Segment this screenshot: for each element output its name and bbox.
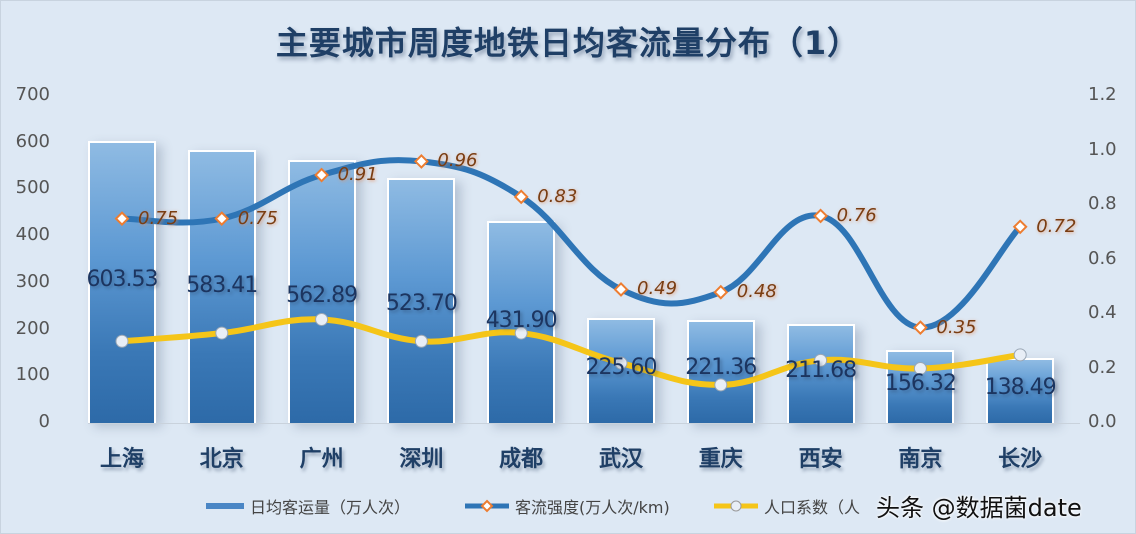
intensity-value-label: 0.96 (437, 150, 478, 172)
intensity-marker[interactable] (813, 208, 829, 224)
intensity-marker[interactable] (314, 167, 330, 183)
left-axis-tick: 0 (38, 411, 50, 432)
x-axis-label: 重庆 (698, 447, 743, 472)
population-marker[interactable] (215, 326, 229, 340)
right-axis-tick: 0.0 (1088, 411, 1117, 432)
bar-value-label: 603.53 (86, 267, 159, 292)
legend: 日均客运量（万人次） 客流强度(万人次/km) 人口系数（人 (0, 490, 1136, 520)
population-marker[interactable] (614, 356, 628, 370)
population-line[interactable] (119, 316, 1024, 388)
intensity-marker[interactable] (713, 284, 729, 300)
x-axis-label: 上海 (99, 447, 144, 472)
left-axis-tick: 100 (15, 364, 50, 386)
intensity-value-label: 0.91 (337, 164, 378, 186)
intensity-value-label: 0.49 (637, 278, 678, 300)
population-marker[interactable] (315, 312, 329, 326)
x-axis-label: 广州 (299, 447, 344, 472)
intensity-line[interactable] (119, 157, 1024, 331)
population-marker[interactable] (814, 353, 828, 367)
intensity-value-label: 0.35 (936, 316, 977, 338)
bar[interactable] (287, 160, 356, 423)
intensity-value-label: 0.75 (237, 207, 278, 229)
bar-value-label: 156.32 (884, 371, 957, 396)
intensity-marker[interactable] (413, 153, 429, 169)
legend-label-bar: 日均客运量（万人次） (250, 498, 411, 517)
intensity-marker[interactable] (214, 211, 230, 227)
x-axis-label: 南京 (898, 447, 943, 472)
x-axis-label: 西安 (798, 447, 843, 472)
intensity-marker[interactable] (1012, 219, 1028, 235)
bar-value-label: 225.60 (585, 355, 658, 380)
bar[interactable] (387, 178, 456, 423)
left-axis-tick: 400 (15, 224, 50, 246)
intensity-value-label: 0.48 (736, 281, 777, 303)
right-axis-tick: 0.2 (1088, 356, 1117, 378)
bar[interactable] (88, 141, 156, 423)
population-marker[interactable] (115, 334, 129, 348)
intensity-value-label: 0.83 (537, 185, 578, 207)
legend-item-intensity[interactable]: 客流强度(万人次/km) (465, 494, 670, 518)
bar-value-label: 211.68 (785, 358, 857, 383)
intensity-marker[interactable] (513, 189, 529, 205)
legend-item-bar[interactable]: 日均客运量（万人次） (206, 494, 410, 518)
legend-label-population: 人口系数（人 (764, 498, 861, 517)
left-axis-tick: 200 (15, 317, 50, 339)
bar-value-label: 583.41 (186, 273, 258, 298)
population-marker[interactable] (1013, 348, 1027, 362)
right-axis-tick: 0.4 (1088, 302, 1117, 323)
left-axis-tick: 700 (15, 84, 50, 105)
right-axis-tick: 1.0 (1088, 138, 1117, 160)
diamond-line-icon (465, 499, 509, 513)
x-axis-label: 北京 (199, 447, 244, 472)
circle-line-icon (714, 500, 758, 512)
left-axis-tick: 600 (15, 130, 50, 152)
bar-value-label: 221.36 (685, 355, 757, 380)
bar[interactable] (487, 221, 556, 423)
bar[interactable] (686, 319, 755, 423)
bar-value-label: 431.90 (485, 308, 558, 333)
legend-label-intensity: 客流强度(万人次/km) (515, 498, 670, 517)
bar[interactable] (786, 324, 855, 423)
x-axis-line (88, 423, 1080, 424)
left-axis-tick: 300 (15, 270, 50, 292)
bar-value-label: 138.49 (984, 375, 1057, 400)
chart-title: 主要城市周度地铁日均客流量分布（1） (275, 24, 861, 62)
intensity-marker[interactable] (114, 211, 130, 227)
x-axis-label: 深圳 (399, 447, 444, 472)
population-marker[interactable] (414, 334, 428, 348)
population-marker[interactable] (514, 326, 528, 340)
intensity-marker[interactable] (912, 320, 928, 336)
intensity-value-label: 0.75 (138, 207, 179, 229)
bar-swatch-icon (206, 503, 244, 509)
population-marker[interactable] (913, 362, 927, 375)
right-axis-tick: 1.2 (1088, 84, 1117, 105)
bar[interactable] (187, 150, 256, 423)
bar-value-label: 523.70 (385, 291, 458, 316)
watermark: 头条 @数据菌date (876, 494, 1082, 522)
population-marker[interactable] (714, 378, 728, 392)
left-axis-tick: 500 (15, 177, 50, 199)
x-axis-label: 武汉 (598, 447, 643, 472)
bar-value-label: 562.89 (286, 283, 358, 308)
x-axis-label: 长沙 (998, 447, 1043, 472)
right-axis-tick: 0.6 (1088, 247, 1117, 269)
legend-item-population[interactable]: 人口系数（人 (714, 494, 860, 518)
intensity-marker[interactable] (613, 282, 629, 297)
intensity-value-label: 0.72 (1036, 215, 1077, 237)
x-axis-label: 成都 (499, 447, 544, 472)
right-axis-tick: 0.8 (1088, 193, 1117, 214)
intensity-value-label: 0.76 (836, 204, 877, 226)
